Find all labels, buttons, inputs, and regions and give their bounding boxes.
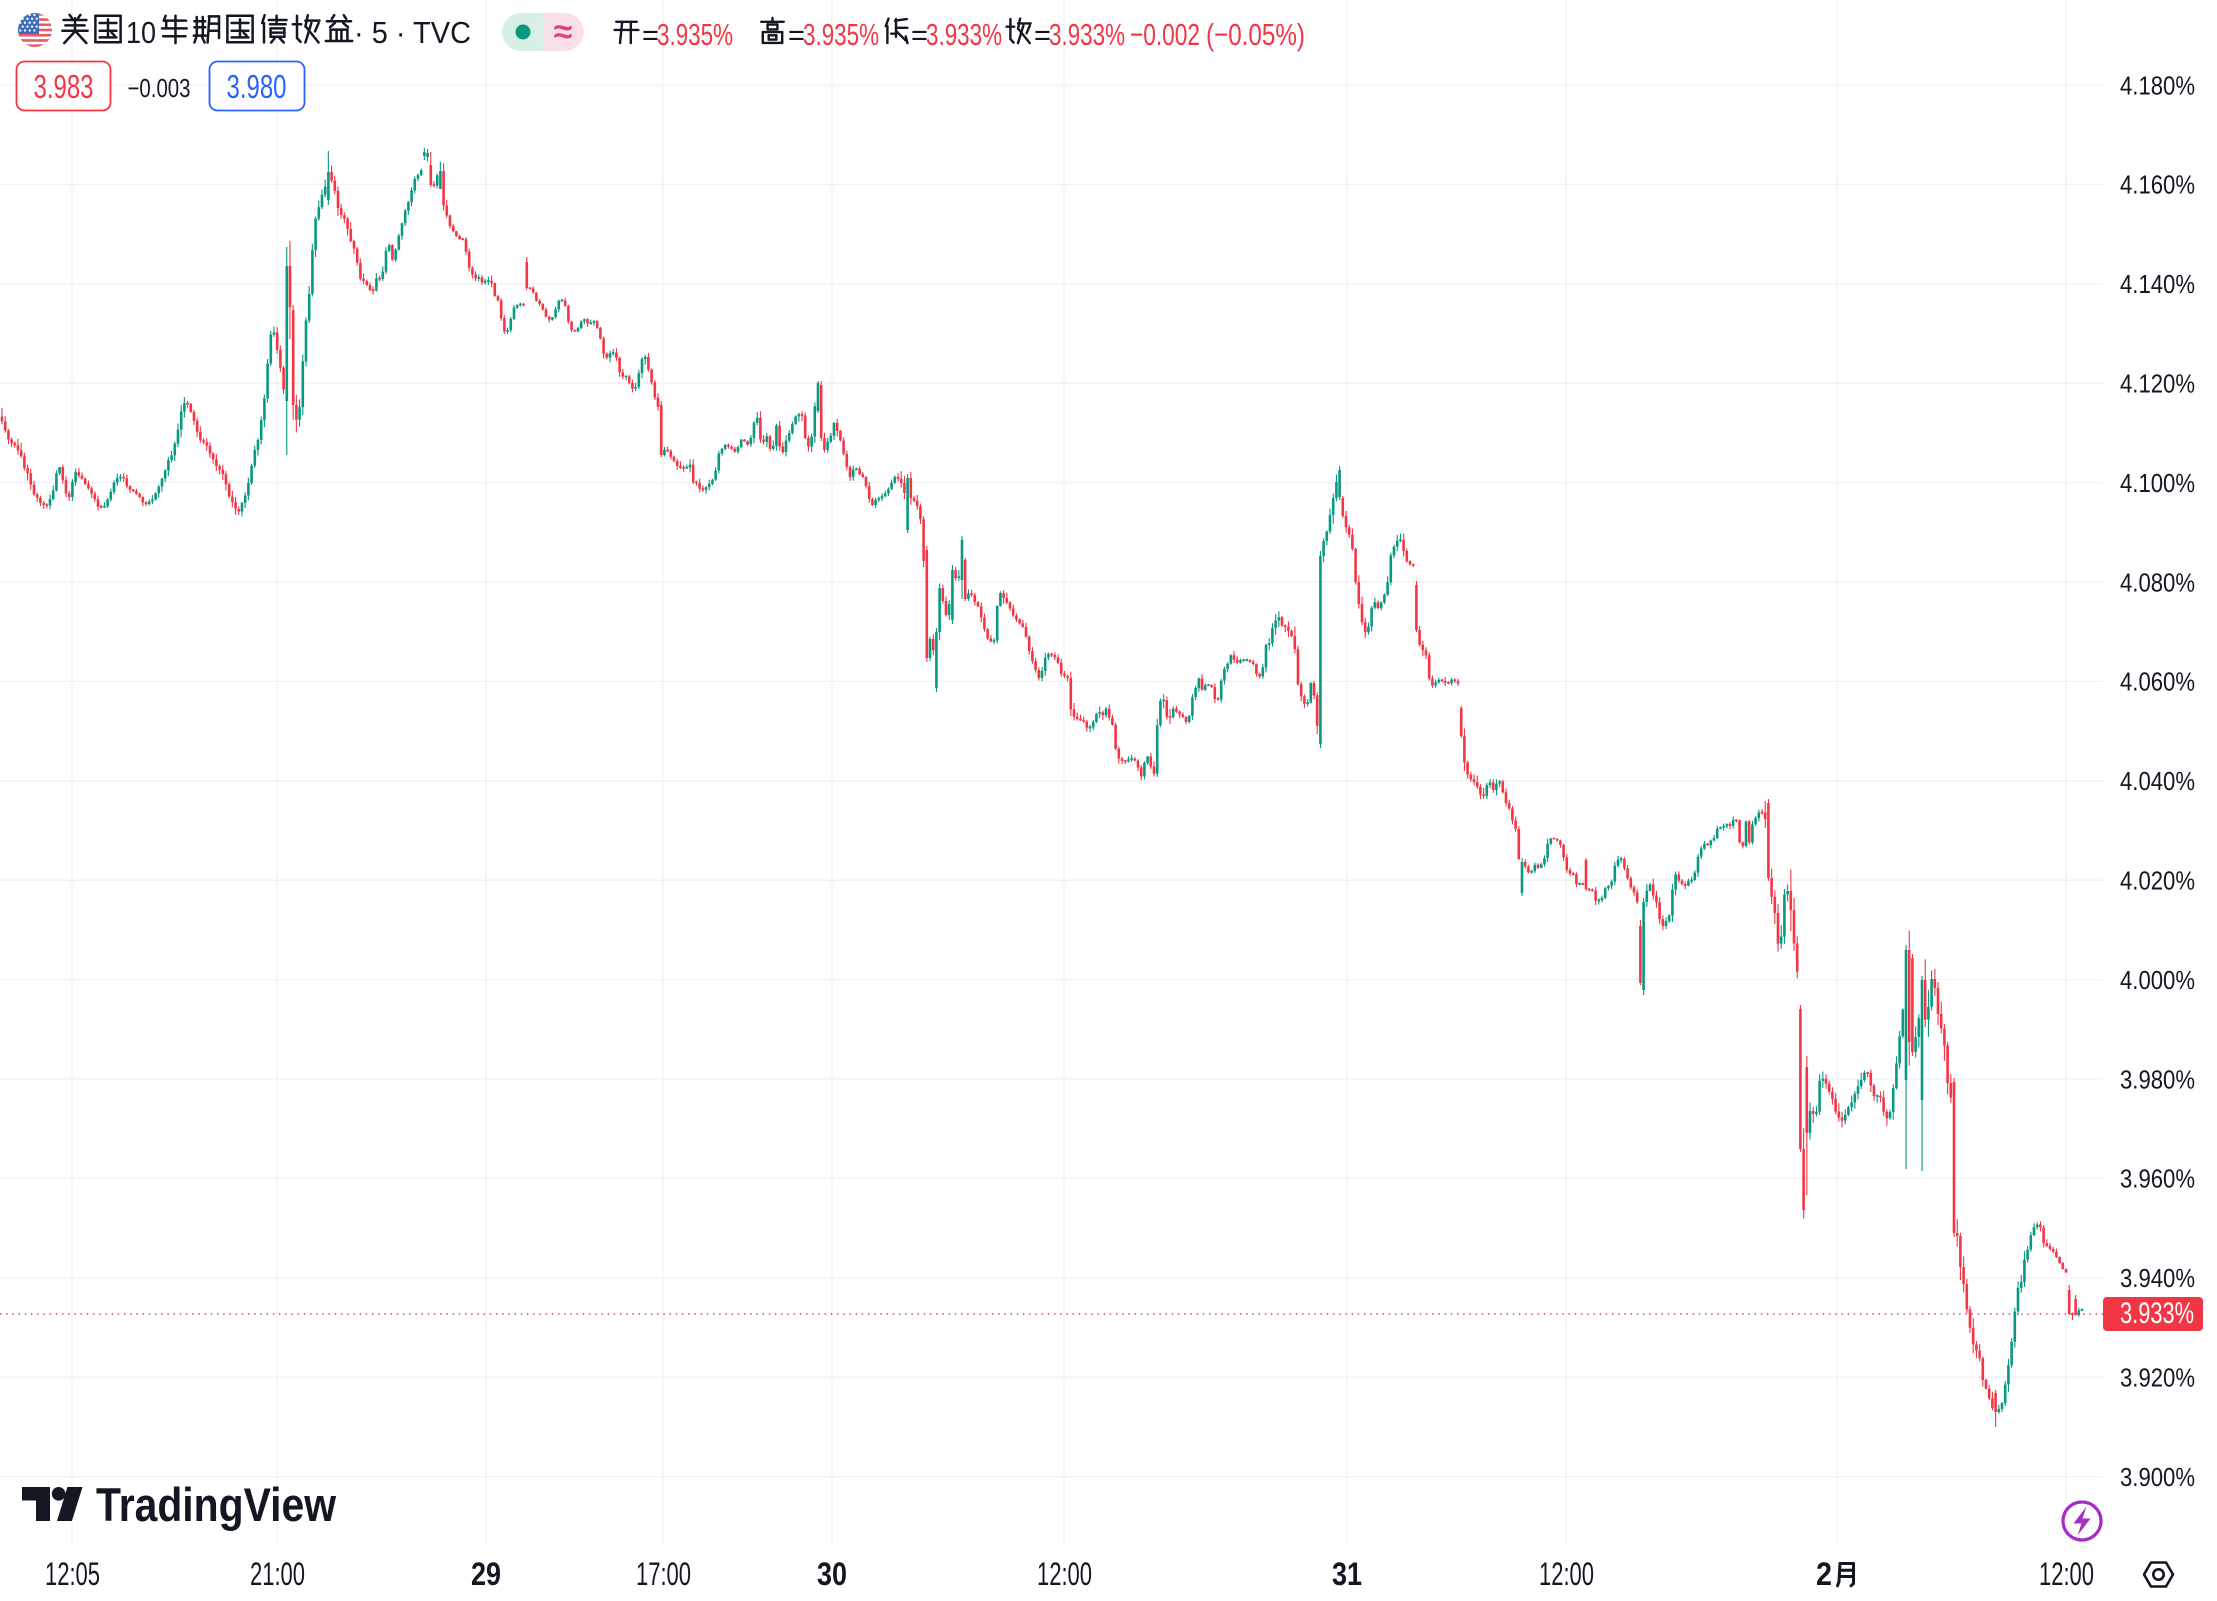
svg-text:4.100%: 4.100% — [2120, 468, 2195, 498]
svg-text:21:00: 21:00 — [250, 1556, 305, 1592]
svg-text:29: 29 — [471, 1556, 501, 1592]
svg-text:4.120%: 4.120% — [2120, 369, 2195, 399]
svg-text:12:05: 12:05 — [45, 1556, 100, 1592]
svg-text:3.920%: 3.920% — [2120, 1363, 2195, 1393]
svg-text:4.000%: 4.000% — [2120, 965, 2195, 995]
svg-text:30: 30 — [817, 1556, 847, 1592]
svg-text:3.940%: 3.940% — [2120, 1263, 2195, 1293]
svg-text:31: 31 — [1332, 1556, 1362, 1592]
svg-text:3.900%: 3.900% — [2120, 1462, 2195, 1492]
svg-text:TradingView: TradingView — [96, 1478, 336, 1531]
svg-text:4.020%: 4.020% — [2120, 866, 2195, 896]
svg-text:12:00: 12:00 — [1037, 1556, 1092, 1592]
svg-text:3.933%: 3.933% — [926, 17, 1002, 52]
svg-text:3.935%: 3.935% — [657, 17, 733, 52]
svg-text:=: = — [1034, 20, 1051, 52]
svg-text:12:00: 12:00 — [1539, 1556, 1594, 1592]
svg-text:4.160%: 4.160% — [2120, 170, 2195, 200]
svg-text:4.080%: 4.080% — [2120, 567, 2195, 597]
svg-text:(−0.05%): (−0.05%) — [1206, 17, 1305, 52]
svg-text:3.980%: 3.980% — [2120, 1064, 2195, 1094]
svg-text:3.960%: 3.960% — [2120, 1164, 2195, 1194]
svg-text:=: = — [788, 20, 805, 52]
svg-text:2: 2 — [1816, 1556, 1832, 1592]
svg-text:4.060%: 4.060% — [2120, 667, 2195, 697]
svg-text:≈: ≈ — [554, 13, 573, 51]
svg-text:3.933%: 3.933% — [2120, 1297, 2194, 1330]
svg-text:4.040%: 4.040% — [2120, 766, 2195, 796]
svg-text:3.933%: 3.933% — [1049, 17, 1125, 52]
svg-text:−0.002: −0.002 — [1130, 17, 1200, 52]
svg-text:−0.003: −0.003 — [128, 73, 191, 103]
svg-text:=: = — [911, 20, 928, 52]
svg-text:4.140%: 4.140% — [2120, 269, 2195, 299]
svg-text:3.983: 3.983 — [34, 68, 94, 105]
svg-text:3.980: 3.980 — [227, 68, 287, 105]
svg-text:17:00: 17:00 — [636, 1556, 691, 1592]
svg-text:12:00: 12:00 — [2039, 1556, 2094, 1592]
svg-text:3.935%: 3.935% — [803, 17, 879, 52]
svg-text:=: = — [642, 20, 659, 52]
svg-text:· 5 · TVC: · 5 · TVC — [354, 15, 471, 50]
svg-text:10: 10 — [126, 15, 156, 50]
svg-text:4.180%: 4.180% — [2120, 70, 2195, 100]
